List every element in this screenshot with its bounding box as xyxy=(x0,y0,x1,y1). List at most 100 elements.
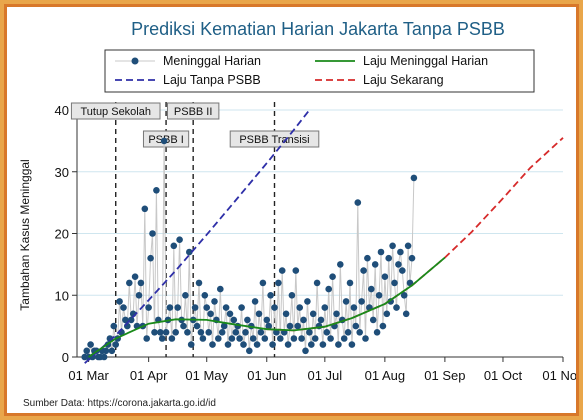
daily-deaths-point xyxy=(246,347,253,355)
daily-deaths-point xyxy=(278,267,286,274)
daily-deaths-point xyxy=(309,310,317,318)
axes: 0 10 20 30 40 01 Mar 01 Apr 01 May 01 Jun 01 Jul 0… xyxy=(55,103,576,383)
x-tick-label: 01 Sep xyxy=(424,368,465,383)
y-axis-label: Tambahan Kasus Meninggal xyxy=(18,159,32,310)
daily-deaths-point xyxy=(160,137,168,145)
daily-deaths-point xyxy=(205,329,212,336)
y-tick-label: 20 xyxy=(55,227,69,242)
daily-deaths-point xyxy=(228,335,236,342)
daily-deaths-point xyxy=(191,304,199,311)
daily-deaths-point xyxy=(174,304,181,311)
daily-deaths-point xyxy=(224,341,232,348)
daily-deaths-point xyxy=(83,347,90,355)
legend-box xyxy=(104,49,535,93)
daily-deaths-point xyxy=(209,341,216,348)
daily-deaths-point xyxy=(375,292,383,299)
daily-deaths-point xyxy=(131,273,139,281)
daily-deaths-point xyxy=(168,335,176,342)
x-tick-label: 01 Mar xyxy=(68,368,109,383)
daily-deaths-point xyxy=(399,267,406,274)
event-label: PSBB Transisi xyxy=(239,134,309,146)
x-tick-label: 01 Jun xyxy=(247,368,286,383)
daily-deaths-point xyxy=(354,199,362,206)
daily-deaths-point xyxy=(282,310,290,318)
daily-deaths-point xyxy=(306,329,313,336)
daily-deaths-point xyxy=(368,285,375,293)
daily-deaths-point xyxy=(342,298,350,305)
y-tick-label: 0 xyxy=(62,350,69,365)
daily-deaths-point xyxy=(397,248,404,256)
daily-deaths-point xyxy=(277,335,284,342)
daily-deaths-point xyxy=(157,329,164,336)
daily-deaths-point xyxy=(352,322,360,330)
daily-deaths-point xyxy=(364,254,371,262)
legend-label: Laju Meninggal Harian xyxy=(363,54,488,68)
daily-deaths-point xyxy=(184,329,191,336)
daily-deaths-point xyxy=(379,322,387,330)
daily-deaths-point xyxy=(263,316,271,324)
daily-deaths-point xyxy=(350,304,358,311)
daily-deaths-point xyxy=(358,298,365,305)
daily-deaths-point xyxy=(288,292,296,299)
daily-deaths-point xyxy=(170,242,178,250)
daily-deaths-point xyxy=(158,335,166,342)
daily-deaths-point xyxy=(402,310,410,318)
daily-deaths-point xyxy=(400,292,408,299)
daily-deaths-point xyxy=(294,322,302,330)
event-label-box xyxy=(70,102,161,120)
x-tick-label: 01 Aug xyxy=(365,368,406,383)
event-label: PSBB II xyxy=(174,106,213,118)
daily-deaths-point xyxy=(195,279,203,287)
event-label: Tutup Sekolah xyxy=(80,106,151,118)
daily-deaths-point xyxy=(120,304,127,311)
daily-deaths-point xyxy=(300,316,307,324)
daily-deaths-point xyxy=(203,304,210,311)
laju-meninggal-harian-line xyxy=(88,256,446,358)
daily-deaths-point xyxy=(253,341,261,348)
event-label-box xyxy=(229,130,320,148)
daily-deaths-point xyxy=(265,322,273,330)
daily-deaths-point xyxy=(319,341,327,348)
daily-deaths-point xyxy=(110,322,118,330)
event-label-box xyxy=(166,102,220,120)
chart-card: Prediksi Kematian Harian Jakarta Tanpa P… xyxy=(7,7,576,413)
trend-lines xyxy=(84,109,564,364)
daily-deaths-point xyxy=(199,335,207,342)
daily-deaths-point xyxy=(327,335,334,342)
y-tick-label: 10 xyxy=(55,288,69,303)
chart-svg: Prediksi Kematian Harian Jakarta Tanpa P… xyxy=(18,19,576,383)
daily-deaths-point xyxy=(232,329,240,336)
daily-deaths-point xyxy=(317,316,325,324)
daily-deaths-point xyxy=(313,279,321,287)
daily-deaths-point xyxy=(211,298,218,305)
laju-sekarang-line xyxy=(266,137,564,332)
daily-deaths-point xyxy=(193,322,201,330)
daily-deaths-point xyxy=(360,267,367,274)
daily-deaths-point xyxy=(102,347,110,355)
daily-deaths-point xyxy=(391,279,398,287)
daily-deaths-point xyxy=(218,329,226,336)
daily-deaths-point xyxy=(286,322,294,330)
daily-deaths-point xyxy=(267,292,274,299)
daily-deaths-point xyxy=(122,316,129,324)
daily-deaths-point xyxy=(230,316,238,324)
daily-deaths-point xyxy=(145,304,152,311)
daily-deaths-point xyxy=(137,279,145,287)
daily-deaths-point xyxy=(344,329,352,336)
daily-deaths-point xyxy=(377,248,385,256)
daily-deaths-point xyxy=(244,316,251,324)
legend-label: Laju Tanpa PSBB xyxy=(163,73,261,87)
daily-deaths-point xyxy=(162,329,170,336)
daily-deaths-point xyxy=(251,298,259,305)
laju-tanpa-psbb-line xyxy=(84,109,311,364)
daily-deaths-point xyxy=(333,310,340,318)
daily-deaths-point xyxy=(147,254,154,262)
source-note: Sumber Data: https://corona.jakarta.go.i… xyxy=(23,398,216,409)
daily-deaths-point xyxy=(308,341,315,348)
legend-label: Laju Sekarang xyxy=(363,73,444,87)
daily-deaths-point xyxy=(273,329,280,336)
daily-deaths-point xyxy=(236,335,243,342)
daily-deaths-point xyxy=(290,335,298,342)
daily-deaths-point xyxy=(87,341,94,348)
daily-deaths-point xyxy=(116,298,123,305)
